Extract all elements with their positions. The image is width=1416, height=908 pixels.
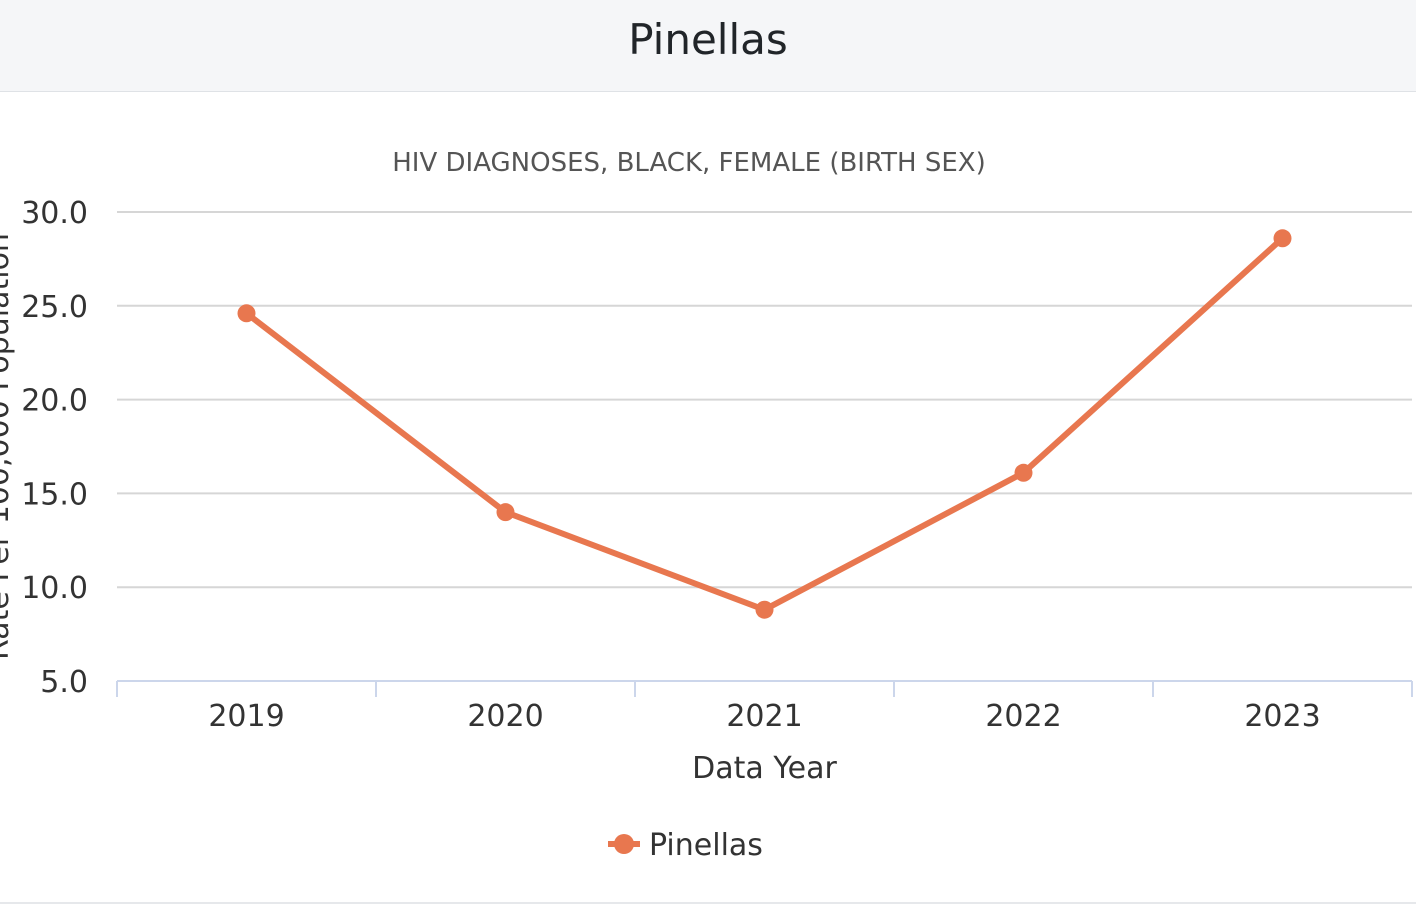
y-tick-label: 5.0 bbox=[40, 665, 88, 700]
data-point[interactable] bbox=[1014, 463, 1033, 482]
x-tick-label: 2020 bbox=[467, 699, 543, 734]
data-point[interactable] bbox=[755, 600, 774, 619]
x-axis: 2019 2020 2021 2022 2023 bbox=[116, 680, 1413, 734]
legend-series-marker[interactable] bbox=[614, 834, 634, 854]
legend-series-label[interactable]: Pinellas bbox=[649, 828, 763, 863]
line-chart: HIV DIAGNOSES, BLACK, FEMALE (BIRTH SEX)… bbox=[0, 148, 1413, 863]
y-tick-label: 25.0 bbox=[21, 290, 88, 325]
y-tick-label: 20.0 bbox=[21, 384, 88, 419]
page-title: Pinellas bbox=[628, 15, 788, 64]
data-point[interactable] bbox=[496, 503, 515, 522]
y-tick-label: 30.0 bbox=[21, 196, 88, 231]
x-axis-title: Data Year bbox=[692, 751, 837, 786]
x-tick-label: 2019 bbox=[208, 699, 284, 734]
card-header: Pinellas bbox=[0, 0, 1416, 92]
chart-title: HIV DIAGNOSES, BLACK, FEMALE (BIRTH SEX) bbox=[392, 148, 985, 178]
legend[interactable]: Pinellas bbox=[608, 828, 763, 863]
y-tick-label: 10.0 bbox=[21, 571, 88, 606]
x-tick-label: 2021 bbox=[726, 699, 802, 734]
card-bottom-border bbox=[0, 902, 1416, 904]
y-axis-ticks: 5.0 10.0 15.0 20.0 25.0 30.0 bbox=[21, 196, 88, 700]
x-tick-label: 2023 bbox=[1244, 699, 1320, 734]
data-point[interactable] bbox=[1273, 229, 1292, 248]
x-tick-label: 2022 bbox=[985, 699, 1061, 734]
gridlines bbox=[117, 211, 1412, 589]
data-point[interactable] bbox=[237, 304, 256, 323]
y-tick-label: 15.0 bbox=[21, 477, 88, 512]
chart-container: HIV DIAGNOSES, BLACK, FEMALE (BIRTH SEX)… bbox=[0, 92, 1416, 908]
y-axis-title: Rate Per 100,000 Population bbox=[0, 233, 16, 660]
series-group bbox=[237, 229, 1292, 619]
series-line[interactable] bbox=[243, 235, 1286, 613]
